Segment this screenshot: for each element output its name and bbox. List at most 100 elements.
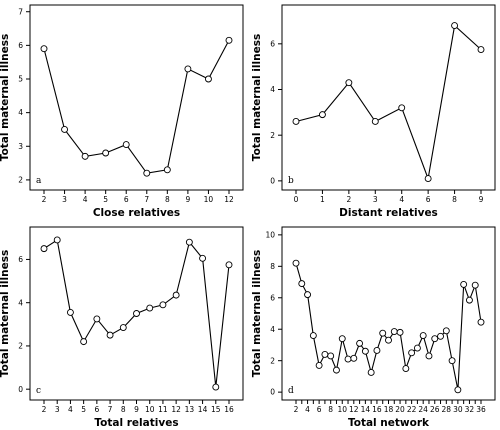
x-tick-label: 6 xyxy=(426,195,431,204)
y-tick-label: 4 xyxy=(270,85,275,94)
x-tick-label: 14 xyxy=(361,405,371,414)
data-point xyxy=(371,118,379,125)
data-point xyxy=(163,166,171,174)
data-point xyxy=(350,354,358,362)
data-point xyxy=(119,324,127,332)
data-point xyxy=(390,328,398,336)
y-axis-title: Total maternal illness xyxy=(251,250,263,377)
x-tick-label: 15 xyxy=(211,405,221,414)
x-tick-label: 7 xyxy=(108,405,113,414)
data-point xyxy=(333,366,340,374)
data-point xyxy=(454,386,462,394)
data-point xyxy=(53,236,61,244)
data-point xyxy=(431,335,439,343)
y-tick-label: 4 xyxy=(18,298,23,307)
data-point xyxy=(122,141,130,149)
x-tick-label: 9 xyxy=(479,195,484,204)
y-tick-label: 2 xyxy=(18,176,23,185)
x-tick-label: 20 xyxy=(395,405,405,414)
data-point xyxy=(361,347,369,355)
y-tick-label: 6 xyxy=(18,255,23,264)
data-point xyxy=(225,36,233,44)
x-tick-label: 12 xyxy=(349,405,359,414)
y-tick-label: 2 xyxy=(270,356,275,365)
x-tick-label: 9 xyxy=(134,405,139,414)
x-tick-label: 4 xyxy=(305,405,310,414)
y-tick-label: 0 xyxy=(270,388,275,397)
x-tick-label: 10 xyxy=(145,405,155,414)
data-point xyxy=(402,365,410,372)
panel-b: 0 2 4 6 0 1 2 3 4 6 8 9 b Distant relatives Total mate… xyxy=(251,4,496,219)
data-point xyxy=(146,304,154,312)
panel-label: d xyxy=(288,386,294,396)
data-point xyxy=(345,79,353,87)
y-tick-label: 0 xyxy=(18,385,23,394)
panel-label: c xyxy=(36,386,41,396)
x-tick-label: 2 xyxy=(42,195,47,204)
panel-label: a xyxy=(36,176,42,186)
x-tick-label: 32 xyxy=(465,405,475,414)
y-tick-label: 2 xyxy=(18,342,23,351)
data-point xyxy=(437,332,444,340)
x-axis-title: Total network xyxy=(348,417,430,429)
x-tick-label: 2 xyxy=(294,405,299,414)
data-point xyxy=(398,104,406,112)
data-point xyxy=(204,75,212,83)
x-tick-label: 3 xyxy=(373,195,378,204)
x-tick-label: 26 xyxy=(430,405,440,414)
y-tick-label: 7 xyxy=(18,7,23,16)
data-point xyxy=(451,22,459,30)
x-tick-label: 3 xyxy=(62,195,67,204)
data-point xyxy=(408,349,416,357)
x-tick-label: 36 xyxy=(476,405,486,414)
x-axis-title: Distant relatives xyxy=(339,207,438,219)
data-point xyxy=(80,338,88,346)
x-tick-label: 3 xyxy=(55,405,60,414)
x-tick-label: 28 xyxy=(442,405,452,414)
x-tick-label: 12 xyxy=(171,405,181,414)
data-point xyxy=(212,383,220,391)
data-point xyxy=(448,357,456,365)
x-tick-label: 2 xyxy=(42,405,47,414)
data-point xyxy=(338,335,346,343)
x-tick-label: 5 xyxy=(81,405,86,414)
y-axis-title: Total maternal illness xyxy=(0,250,11,377)
x-tick-label: 22 xyxy=(407,405,417,414)
y-tick-label: 8 xyxy=(270,262,275,271)
data-point xyxy=(133,310,140,317)
data-point xyxy=(442,327,450,335)
data-point xyxy=(292,118,300,125)
y-tick-label: 6 xyxy=(270,293,275,302)
data-point xyxy=(199,254,207,262)
data-point xyxy=(292,259,300,267)
x-tick-label: 10 xyxy=(337,405,347,414)
data-point xyxy=(460,280,468,288)
data-point xyxy=(424,175,432,183)
data-point xyxy=(309,332,317,339)
x-tick-label: 8 xyxy=(452,195,457,204)
y-tick-label: 6 xyxy=(18,41,23,50)
x-axis-title: Close relatives xyxy=(93,207,180,219)
data-point xyxy=(304,291,312,299)
y-tick-label: 0 xyxy=(270,176,275,185)
y-tick-label: 5 xyxy=(18,75,23,84)
x-tick-label: 0 xyxy=(294,195,299,204)
x-tick-label: 5 xyxy=(103,195,108,204)
data-point xyxy=(185,238,193,246)
data-point xyxy=(373,347,381,354)
panel-label: b xyxy=(288,176,294,186)
x-tick-label: 4 xyxy=(83,195,88,204)
x-tick-label: 7 xyxy=(144,195,149,204)
y-tick-label: 6 xyxy=(270,39,275,48)
x-tick-label: 6 xyxy=(317,405,322,414)
x-tick-label: 8 xyxy=(165,195,170,204)
x-tick-label: 6 xyxy=(94,405,99,414)
y-tick-label: 4 xyxy=(18,108,23,117)
data-point xyxy=(81,152,89,160)
data-point xyxy=(40,45,48,53)
data-point xyxy=(379,329,387,337)
data-point xyxy=(159,301,167,309)
